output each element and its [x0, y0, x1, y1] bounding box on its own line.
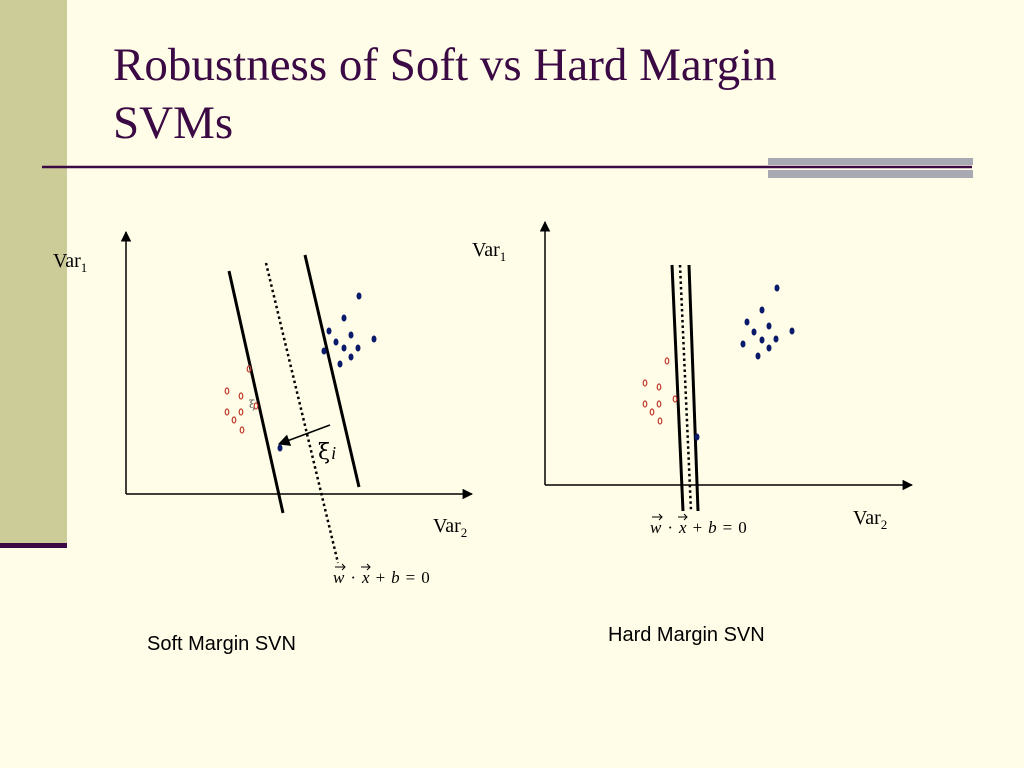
soft-negative-point — [224, 387, 230, 395]
hard-positive-point — [740, 340, 746, 348]
hard-positive-point — [744, 318, 750, 326]
slack-arrow — [277, 424, 331, 446]
soft-y-label: Var1 — [53, 250, 87, 275]
hard-decision-boundary — [678, 264, 693, 512]
soft-positive-point — [321, 347, 327, 355]
soft-vector-arrow-w — [335, 563, 346, 571]
hard-positive-point — [759, 306, 765, 314]
hard-positive-point — [759, 336, 765, 344]
hard-positive-point — [755, 352, 761, 360]
soft-margin-line-left — [227, 270, 285, 514]
hard-y-label: Var1 — [472, 239, 506, 264]
small-slack-label: ξ — [249, 398, 255, 411]
soft-positive-point — [348, 331, 354, 339]
hard-negative-point — [672, 395, 678, 403]
hard-equation: w · x + b = 0 — [650, 518, 747, 537]
left-band-rule — [0, 543, 67, 548]
hard-margin-diagram: Var1 Var2 w · x + b = 0 — [472, 220, 914, 537]
soft-positive-point — [356, 292, 362, 300]
soft-x-label: Var2 — [433, 515, 467, 540]
soft-negative-point — [239, 426, 245, 434]
hard-positive-point — [789, 327, 795, 335]
hard-margin-caption: Hard Margin SVN — [608, 624, 765, 646]
left-band — [0, 0, 67, 545]
soft-positive-point — [337, 360, 343, 368]
hard-margin-line-right — [687, 264, 700, 512]
slack-label: ξi — [318, 440, 336, 465]
hard-positive-point — [766, 322, 772, 330]
soft-positive-cluster — [321, 292, 377, 368]
hard-negative-point — [656, 383, 662, 391]
hard-support-point — [694, 433, 700, 441]
soft-positive-point — [333, 338, 339, 346]
hard-negative-point — [642, 379, 648, 387]
hard-negative-point — [656, 400, 662, 408]
hard-margin-line-left — [670, 264, 685, 512]
title-rule-accent-bottom — [768, 170, 973, 178]
soft-margin-line-right — [303, 254, 361, 488]
soft-negative-point — [231, 416, 237, 424]
soft-negative-point — [246, 365, 252, 373]
soft-negative-point — [224, 408, 230, 416]
hard-positive-point — [751, 328, 757, 336]
hard-positive-cluster — [740, 284, 795, 360]
soft-positive-point — [371, 335, 377, 343]
slide-title: Robustness of Soft vs Hard Margin SVMs — [113, 36, 993, 152]
hard-negative-point — [664, 357, 670, 365]
misclassified-point — [277, 444, 283, 452]
soft-positive-point — [348, 353, 354, 361]
soft-positive-point — [341, 314, 347, 322]
hard-negative-cluster — [642, 357, 678, 425]
title-rule-accent-top — [768, 158, 973, 165]
slide-title-line-2: SVMs — [113, 97, 234, 149]
soft-negative-cluster — [224, 365, 259, 434]
soft-vector-arrow-x — [361, 563, 371, 571]
hard-x-label: Var2 — [853, 507, 887, 532]
hard-vector-arrow-x — [678, 513, 688, 521]
hard-negative-point — [642, 400, 648, 408]
slide-title-line-1: Robustness of Soft vs Hard Margin — [113, 39, 777, 91]
hard-positive-point — [773, 335, 779, 343]
soft-negative-point — [238, 392, 244, 400]
hard-negative-point — [657, 417, 663, 425]
hard-positive-point — [766, 344, 772, 352]
soft-margin-caption: Soft Margin SVN — [147, 633, 296, 655]
soft-margin-diagram: Var1 Var2 ξi ξ w · x + b = 0 — [53, 230, 474, 587]
soft-positive-point — [326, 327, 332, 335]
hard-negative-point — [649, 408, 655, 416]
soft-negative-point — [238, 408, 244, 416]
soft-negative-point — [253, 402, 259, 410]
soft-decision-boundary — [264, 262, 340, 564]
hard-positive-point — [774, 284, 780, 292]
soft-equation: w · x + b = 0 — [333, 568, 430, 587]
hard-vector-arrow-w — [652, 513, 663, 521]
soft-positive-point — [341, 344, 347, 352]
soft-positive-point — [355, 344, 361, 352]
